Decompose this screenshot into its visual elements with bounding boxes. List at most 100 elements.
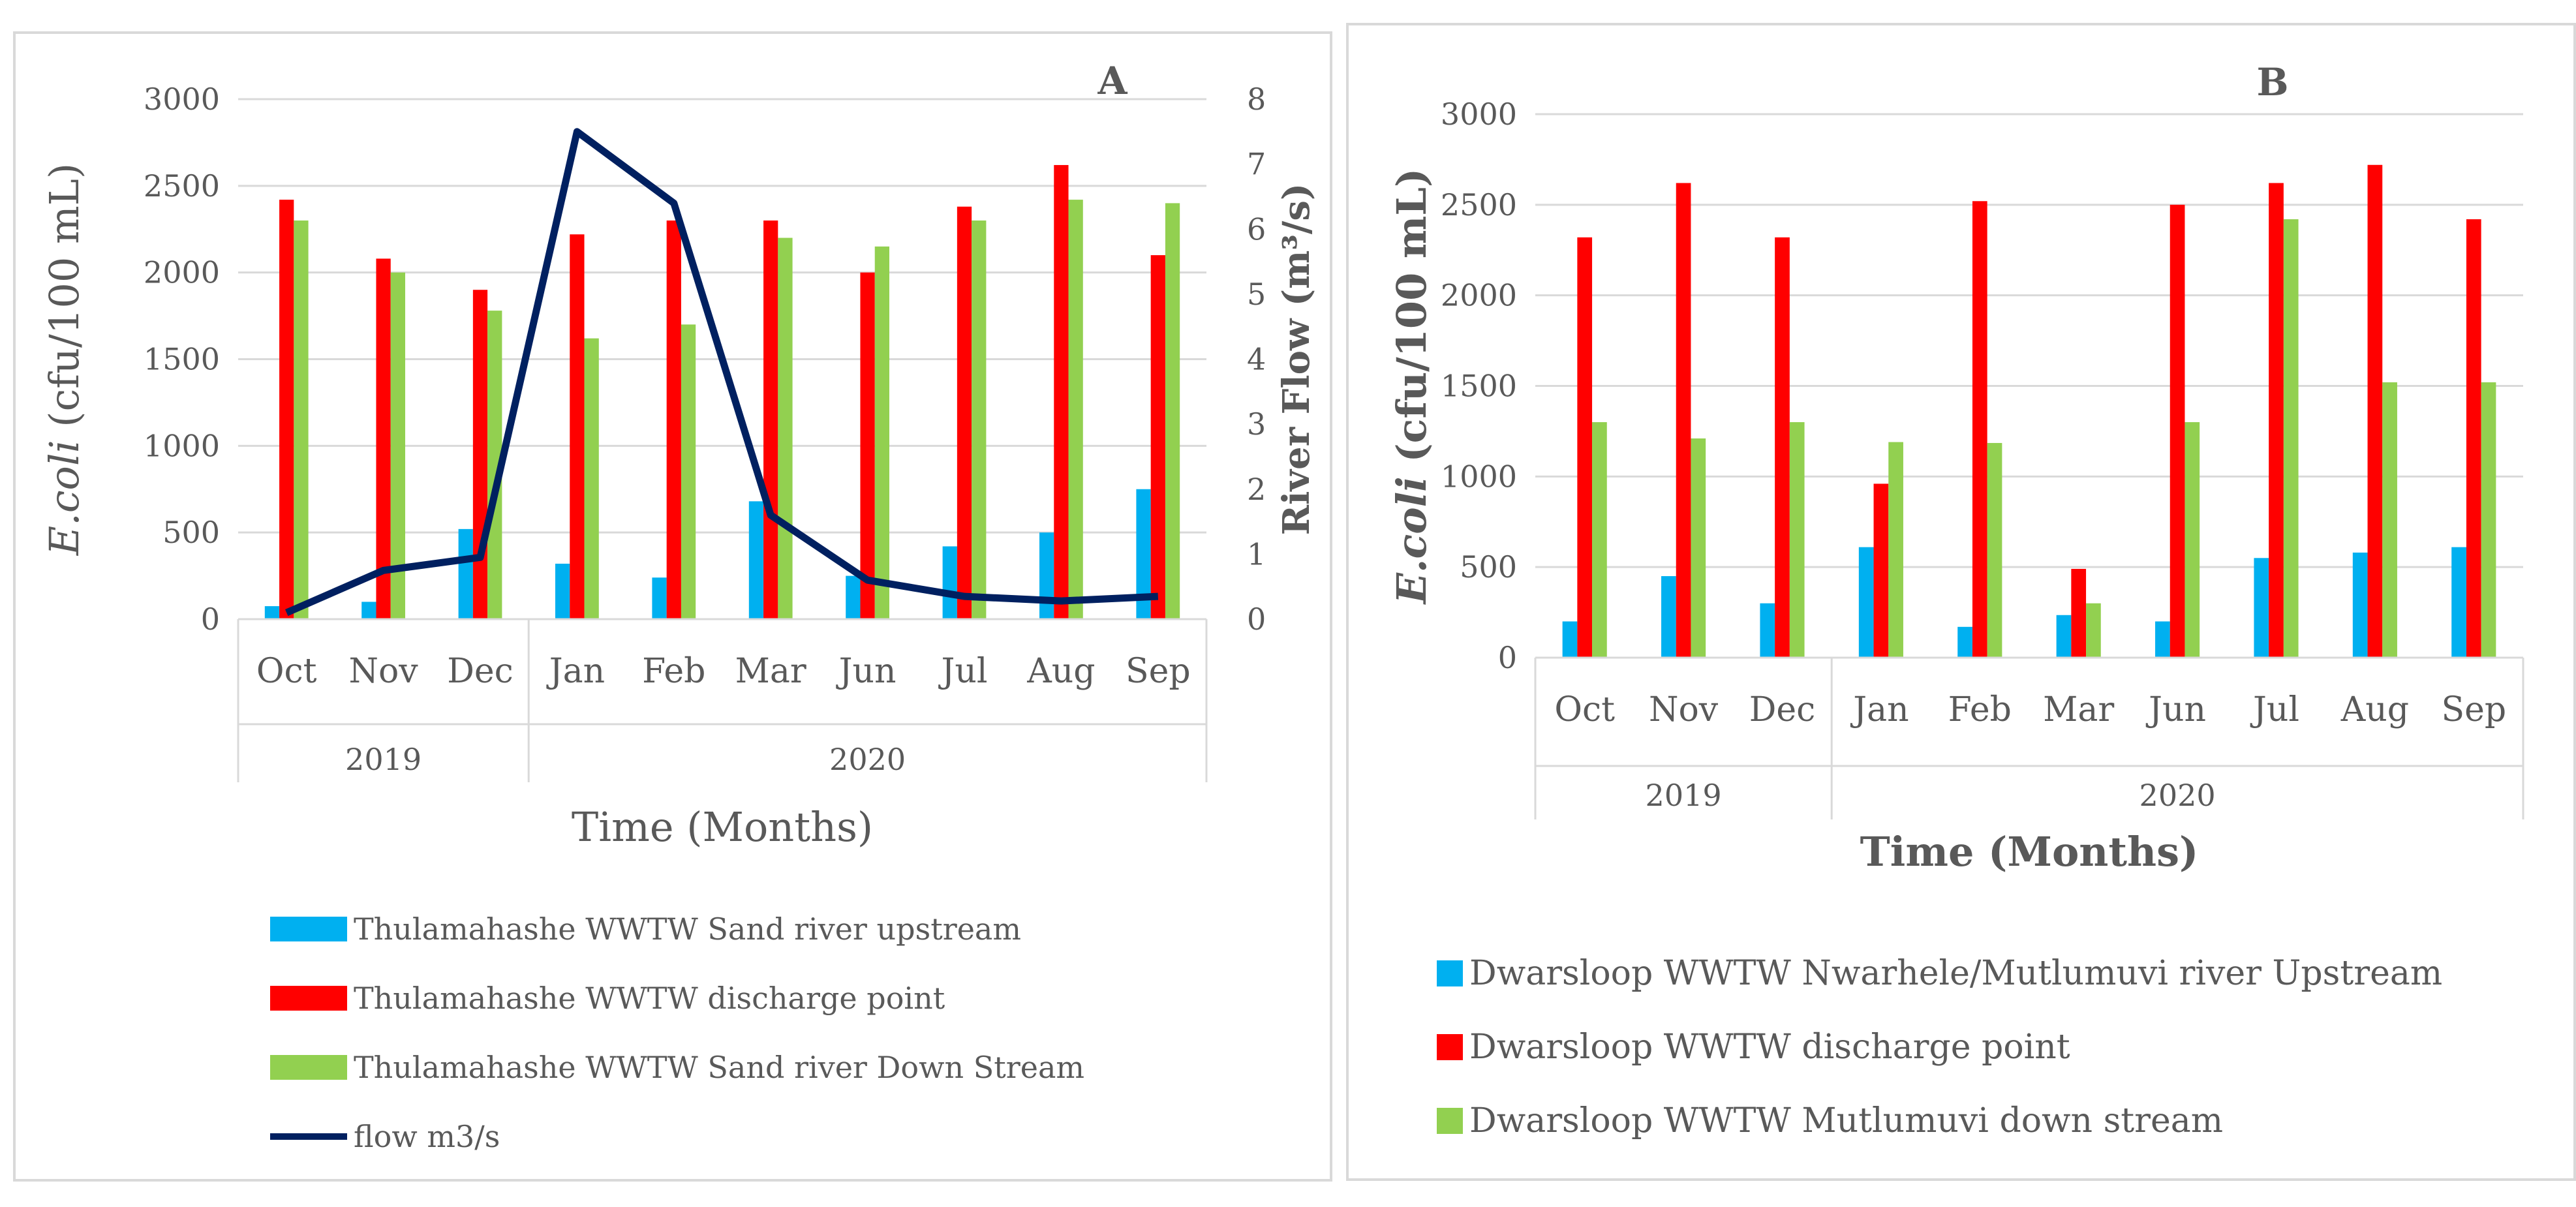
bar [1987,442,2002,658]
bar [1039,532,1054,619]
bar [1789,422,1805,658]
bar [2382,382,2397,658]
bar [1858,547,1874,658]
legend-entry: Dwarsloop WWTW discharge point [1437,1028,2070,1067]
bar [361,602,376,619]
x-tick-label: Feb [1948,690,2012,729]
y2-tick-label: 6 [1247,211,1266,247]
bar [748,501,764,619]
x-tick-label: Jul [938,652,988,691]
bar [2466,219,2481,658]
legend-label: Dwarsloop WWTW Mutlumuvi down stream [1469,1101,2224,1140]
bar [1054,164,1069,619]
x-tick-label: Oct [256,652,317,691]
bar [1972,201,1987,658]
bar [1888,442,1903,658]
bar [1136,489,1151,619]
y2-tick-label: 5 [1247,277,1266,312]
year-group-label: 2019 [1646,778,1722,813]
y-tick-label: 1000 [144,428,220,463]
bar [666,220,681,619]
legend-entry: Thulamahashe WWTW Sand river Down Stream [270,1050,1084,1085]
bar [2086,603,2101,658]
bar [2155,621,2170,658]
legend-label: Thulamahashe WWTW discharge point [354,981,945,1016]
y2-tick-label: 4 [1247,342,1266,377]
x-tick-label: Aug [2340,690,2409,729]
y-tick-label: 2000 [1441,278,1517,313]
x-tick-label: Feb [642,652,705,691]
bar [1957,626,1972,658]
bar [584,338,599,619]
bar [1165,203,1180,619]
legend-swatch [270,986,347,1011]
x-tick-label: Jun [836,652,897,691]
legend-entry: Dwarsloop WWTW Nwarhele/Mutlumuvi river … [1437,954,2442,993]
bar [1562,621,1578,658]
bar [458,528,473,619]
y2-axis-title: River Flow (m³/s) [1275,183,1318,536]
bar [2269,183,2284,658]
x-tick-label: Sep [2441,690,2506,729]
year-group-label: 2020 [2139,778,2216,813]
x-tick-label: Aug [1026,652,1095,691]
bar [846,575,861,619]
bar [860,272,875,620]
y2-tick-label: 2 [1247,472,1266,507]
bar [1676,183,1691,658]
legend-swatch [1437,1108,1463,1134]
legend-swatch [270,917,347,941]
bar [2056,615,2072,658]
y-tick-label: 3000 [1441,97,1517,132]
panel-label: B [2256,60,2288,104]
legend-label: Thulamahashe WWTW Sand river Down Stream [354,1050,1084,1085]
bar [763,220,778,619]
bar [2283,219,2299,658]
x-tick-label: Jan [546,652,605,691]
x-tick-label: Oct [1554,690,1615,729]
bar [1592,422,1607,658]
y-tick-label: 2500 [144,168,220,204]
x-tick-label: Mar [2043,690,2114,729]
bar [2352,552,2368,658]
y2-tick-label: 7 [1247,147,1266,182]
bar [957,206,972,619]
bar [1775,237,1790,658]
y-tick-label: 2500 [1441,187,1517,222]
x-tick-label: Nov [349,652,419,691]
x-tick-label: Dec [1749,690,1816,729]
y-axis-title-italic: E.coli [1388,476,1435,605]
bar [2170,204,2185,658]
bar [1873,483,1889,658]
year-group-label: 2019 [345,742,422,777]
bar [555,563,570,619]
x-tick-label: Jun [2145,690,2206,729]
bar [279,200,294,619]
bar [2185,422,2200,658]
year-group-label: 2020 [829,742,906,777]
x-tick-label: Dec [447,652,514,691]
x-tick-label: Jul [2250,690,2299,729]
x-tick-label: Nov [1649,690,1719,729]
x-axis-title: Time (Months) [572,803,873,851]
y-tick-label: 0 [201,602,220,637]
bar [2451,547,2466,658]
y-axis-title: E.coli (cfu/100 mL) [1388,168,1435,605]
bar [1661,576,1676,658]
bar [376,258,391,619]
panel-label: A [1097,59,1127,103]
bar [1577,237,1593,658]
bar [1691,438,1706,658]
x-axis-title: Time (Months) [1860,828,2199,876]
y-tick-label: 500 [1460,549,1517,585]
bar [294,220,309,619]
bar [2367,164,2383,658]
bar [1150,255,1165,620]
legend-label: flow m3/s [354,1119,500,1154]
y-tick-label: 1000 [1441,459,1517,494]
bar [390,272,405,620]
legend-label: Dwarsloop WWTW Nwarhele/Mutlumuvi river … [1469,954,2443,993]
y2-tick-label: 0 [1247,602,1266,637]
flow-line [285,128,1159,617]
x-tick-label: Mar [735,652,806,691]
